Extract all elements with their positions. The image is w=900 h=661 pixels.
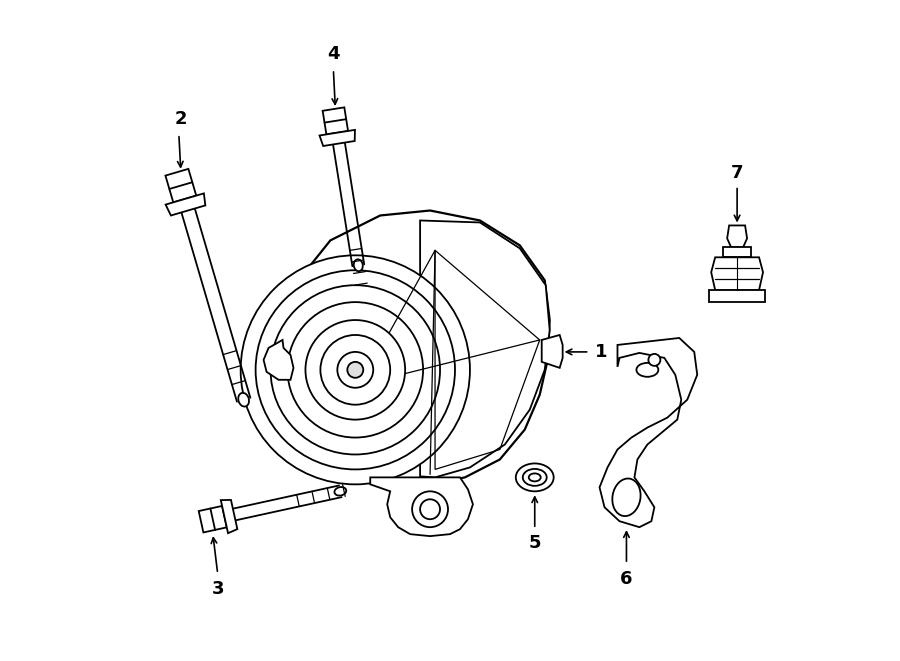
Ellipse shape bbox=[529, 473, 541, 481]
Polygon shape bbox=[599, 338, 698, 527]
Circle shape bbox=[287, 302, 423, 438]
Polygon shape bbox=[281, 210, 550, 485]
Text: 6: 6 bbox=[620, 570, 633, 588]
Polygon shape bbox=[370, 477, 472, 536]
Polygon shape bbox=[323, 107, 348, 134]
Polygon shape bbox=[220, 500, 238, 533]
Text: 1: 1 bbox=[595, 343, 608, 361]
Circle shape bbox=[320, 335, 391, 405]
Text: 2: 2 bbox=[175, 110, 187, 128]
Text: 5: 5 bbox=[528, 534, 541, 552]
Circle shape bbox=[420, 499, 440, 519]
Text: 3: 3 bbox=[212, 580, 224, 598]
Polygon shape bbox=[724, 247, 752, 257]
Polygon shape bbox=[711, 257, 763, 290]
Polygon shape bbox=[727, 225, 747, 247]
Circle shape bbox=[240, 255, 470, 485]
Polygon shape bbox=[420, 221, 550, 477]
Polygon shape bbox=[709, 290, 765, 302]
Ellipse shape bbox=[238, 393, 249, 407]
Polygon shape bbox=[264, 340, 293, 380]
Circle shape bbox=[271, 285, 440, 455]
Ellipse shape bbox=[516, 463, 554, 491]
Ellipse shape bbox=[354, 259, 363, 271]
Text: 7: 7 bbox=[731, 164, 743, 182]
Circle shape bbox=[412, 491, 448, 527]
Ellipse shape bbox=[636, 363, 659, 377]
Circle shape bbox=[256, 270, 455, 469]
Circle shape bbox=[347, 362, 364, 378]
Polygon shape bbox=[166, 169, 196, 202]
Polygon shape bbox=[542, 335, 562, 368]
Circle shape bbox=[648, 354, 661, 366]
Ellipse shape bbox=[523, 469, 546, 486]
Ellipse shape bbox=[335, 487, 346, 496]
Polygon shape bbox=[199, 506, 227, 533]
Polygon shape bbox=[320, 130, 355, 146]
Polygon shape bbox=[166, 194, 205, 215]
Circle shape bbox=[338, 352, 374, 388]
Ellipse shape bbox=[612, 479, 641, 516]
Text: 4: 4 bbox=[327, 45, 339, 63]
Circle shape bbox=[305, 320, 405, 420]
